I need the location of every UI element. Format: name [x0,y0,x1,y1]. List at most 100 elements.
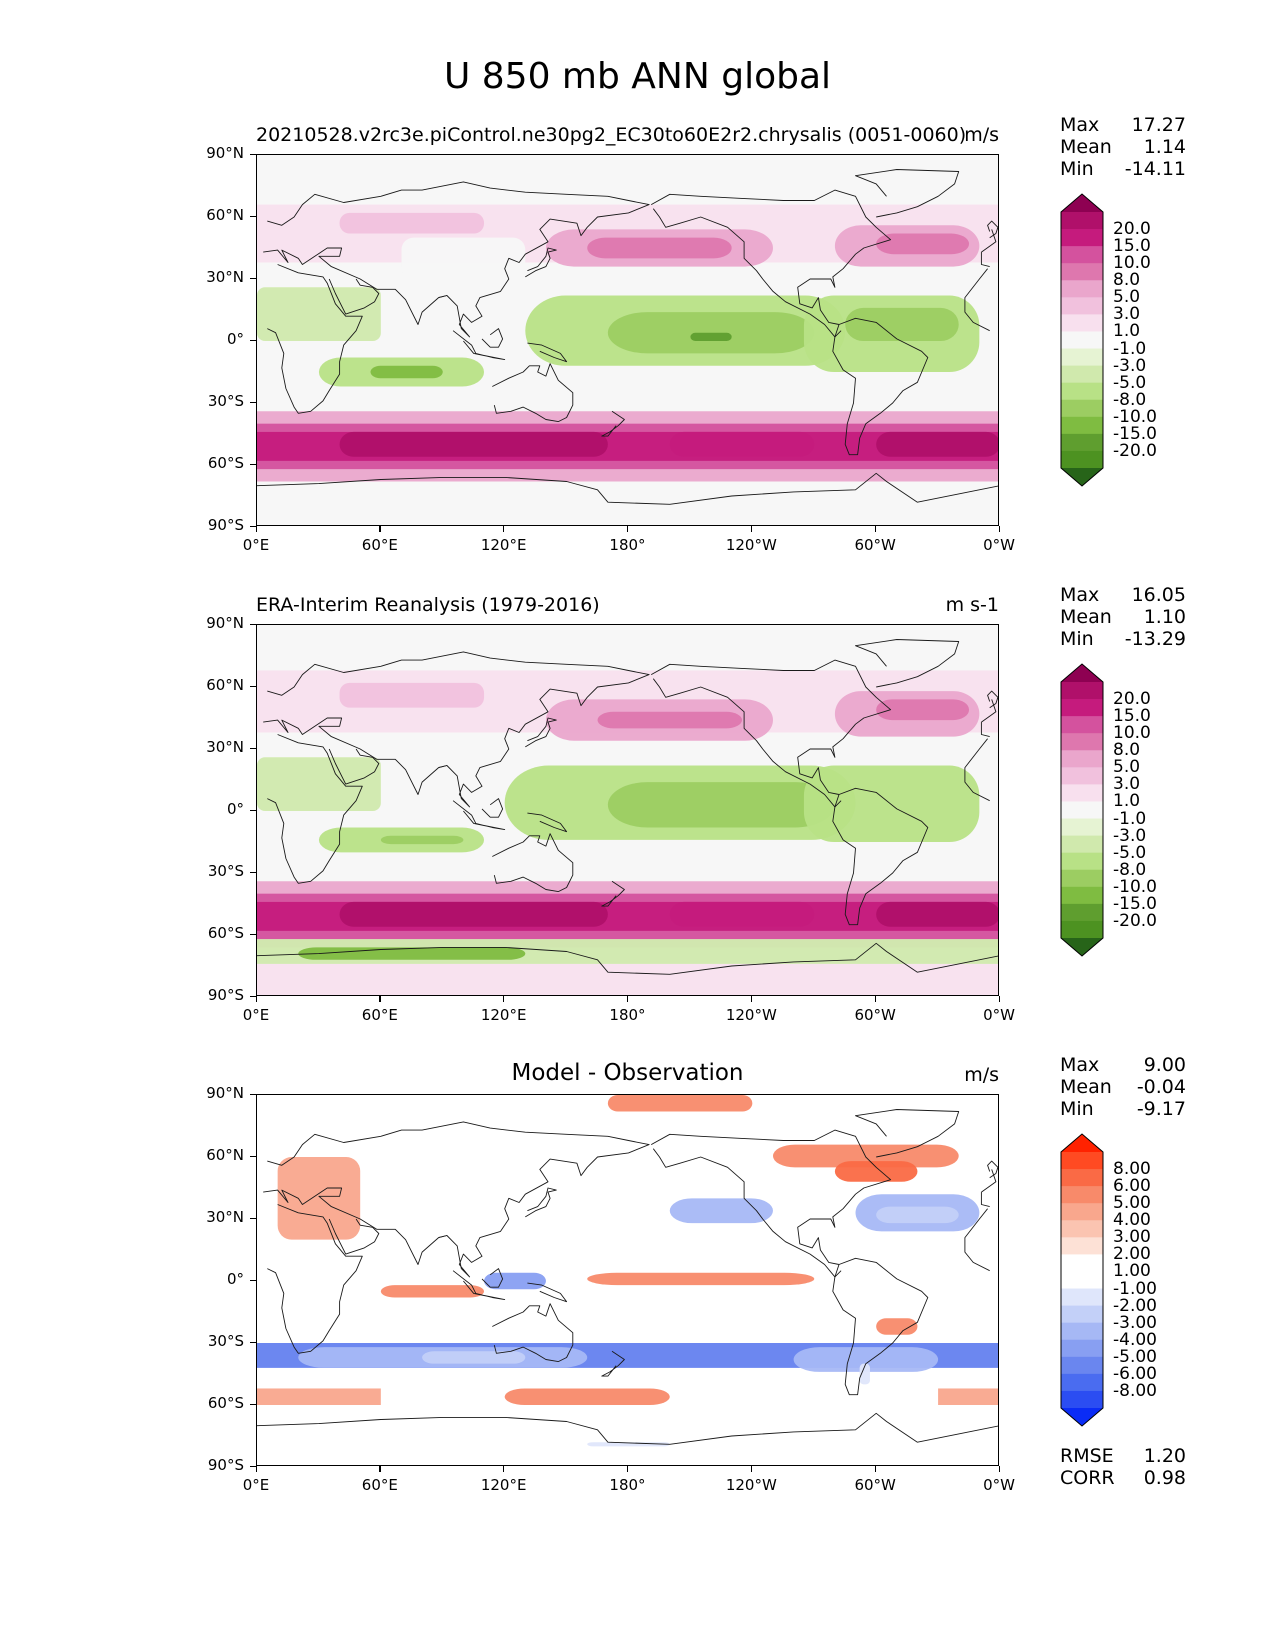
coastline-antarctica [257,1412,998,1445]
lat-tick-label: 30°S [207,862,244,880]
lon-tick-mark [503,526,505,532]
coastline-india_b [438,295,448,299]
lat-tick-mark [250,153,256,155]
colorbar-bin [1061,1254,1103,1272]
lon-tick-mark [750,1466,753,1472]
lon-tick-label: 120°W [725,536,777,554]
colorbar-bin [1061,1152,1103,1170]
contour-region [257,625,998,663]
lon-tick-label: 120°E [480,536,527,554]
contour-map [257,1095,998,1465]
coastline-eurasia [980,722,990,738]
stat-label: RMSE [1060,1445,1114,1467]
coastline-newguinea [527,342,568,363]
lat-tick-mark [250,277,256,279]
contour-region [339,431,608,457]
colorbar-tick-label: -4.00 [1113,1329,1157,1350]
contour-region [876,1206,959,1224]
coastline-eurasia [263,651,650,808]
coastline-eurasia [981,229,997,253]
stat-value: -14.11 [1124,158,1186,180]
stat-value: 0.98 [1143,1467,1186,1489]
colorbar-bin [1061,869,1103,888]
coastline-nz [601,410,625,437]
coastline-greenland [855,1109,960,1158]
map-panel-2 [256,624,999,996]
colorbar-tick-label: -5.00 [1113,1346,1157,1367]
contour-region [380,835,464,845]
lat-tick-mark [250,995,256,997]
lat-tick-label: 90°N [206,1084,244,1102]
colorbar-bin [1061,699,1103,717]
coastline-namerica [650,189,892,338]
coastline-eurasia [980,252,990,268]
colorbar-bin [1061,348,1103,367]
colorbar-bin [1061,399,1103,418]
coastline-africa [267,1204,363,1354]
coastline-japan [525,717,557,748]
stats-block: Max 16.05 Mean 1.10 Min -13.29 [1060,584,1186,650]
lon-tick-label: 60°E [361,536,398,554]
contour-region [597,711,743,729]
lon-tick-mark [503,996,505,1002]
contour-region [669,1198,773,1224]
lat-tick-label: 30°N [206,268,244,286]
colorbar-tick-label: 5.0 [1113,757,1141,778]
error-stats-block: RMSE 1.20 CORR 0.98 [1060,1445,1186,1489]
coastline-india_b [438,1235,448,1239]
lat-tick-label: 90°S [207,516,244,534]
lon-tick-label: 120°W [725,1006,777,1024]
lat-tick-label: 30°N [206,1208,244,1226]
coastline-arabia [328,748,380,785]
coastline-antarctica [257,942,998,975]
stat-label: Max [1060,584,1100,606]
coastline-australia [492,363,574,423]
contour-region [607,782,835,828]
stat-label: Min [1060,158,1094,180]
stat-label: Mean [1060,136,1112,158]
contour-region [257,963,998,995]
lon-tick-label: 0°W [983,536,1015,554]
coastline-borneo [481,1268,504,1288]
lon-tick-label: 180° [609,1006,646,1024]
stat-value: 9.00 [1143,1054,1186,1076]
contour-region [401,237,526,279]
colorbar [1060,193,1104,487]
colorbar-tick-label: 10.0 [1113,723,1151,744]
lon-tick-mark [874,996,876,1002]
contour-region [277,1157,361,1240]
contour-region [257,757,381,811]
lat-tick-label: 90°N [206,144,244,162]
coastline-samerica [832,787,929,926]
coastline-antarctica [257,472,998,505]
lon-tick-label: 120°E [480,1476,527,1494]
coastline-africa [964,738,990,802]
lon-tick-mark [627,526,629,532]
colorbar-tick-label: 6.00 [1113,1176,1151,1197]
colorbar-bin [1061,331,1103,350]
lat-tick-mark [250,1403,256,1405]
contour-region [607,312,815,354]
stat-value: -13.29 [1124,628,1186,650]
contour-region [257,155,998,193]
panel-title: ERA-Interim Reanalysis (1979-2016) [256,594,600,616]
coastline-arabia [328,1218,380,1255]
colorbar-tick-label: 3.0 [1113,774,1141,795]
colorbar-bin [1061,1203,1103,1221]
coastline-uk [987,690,998,709]
lon-tick-label: 0°E [242,1006,270,1024]
colorbar-bin [1061,1373,1103,1392]
lon-tick-label: 60°E [361,1476,398,1494]
coastline-uk [987,220,998,239]
contour-region [607,1095,753,1112]
contour-region [587,1272,815,1286]
stat-row: Min -13.29 [1060,628,1186,650]
colorbar-bin [1061,314,1103,332]
lat-tick-mark [250,871,256,873]
stat-row: Max 9.00 [1060,1054,1186,1076]
colorbar-bin [1061,433,1103,452]
lat-tick-mark [250,1341,256,1343]
colorbar-tick-label: 10.0 [1113,253,1151,274]
colorbar-tick-label: -5.0 [1113,842,1147,863]
stat-label: Min [1060,628,1094,650]
